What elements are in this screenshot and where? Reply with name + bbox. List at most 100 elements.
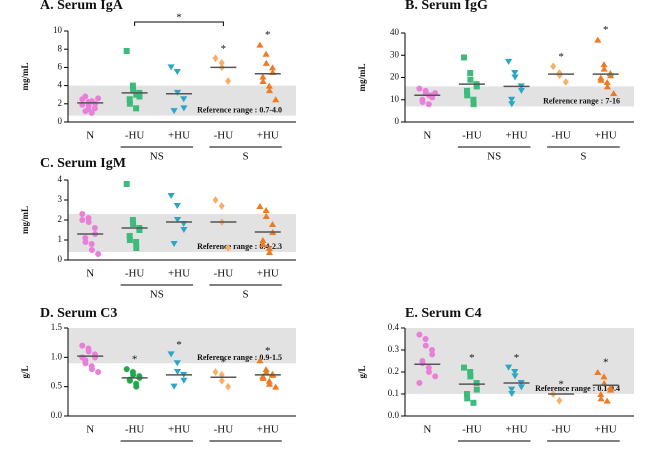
data-point: [133, 245, 140, 251]
x-tick-label: -HU: [551, 130, 571, 142]
data-point: [225, 382, 232, 391]
data-point: [173, 217, 182, 223]
data-point: [167, 64, 175, 71]
x-tick-label: -HU: [214, 130, 234, 142]
x-tick-label: -HU: [125, 130, 145, 142]
data-point: [91, 105, 98, 112]
significance-mark: *: [176, 339, 182, 351]
data-point: [265, 377, 273, 384]
data-point: [170, 108, 178, 115]
y-tick-label: 0.4: [388, 322, 400, 332]
comparison-label: *: [176, 12, 182, 24]
data-point: [511, 74, 519, 81]
x-tick-label: +HU: [168, 424, 190, 436]
significance-mark: *: [132, 354, 138, 366]
data-point: [416, 380, 423, 386]
data-point: [422, 336, 429, 342]
data-point: [82, 239, 89, 246]
significance-mark: *: [221, 357, 227, 369]
group-label: NS: [150, 289, 164, 301]
data-point: [129, 82, 136, 89]
comparison-bracket: [134, 21, 224, 26]
group-label: S: [243, 151, 249, 163]
significance-mark: *: [603, 24, 609, 36]
data-point: [426, 369, 432, 375]
data-point: [85, 348, 92, 355]
data-point: [508, 96, 516, 103]
data-point: [467, 70, 474, 77]
data-point: [79, 354, 86, 361]
y-tick-label: 4: [58, 174, 63, 184]
y-axis-label: g/L: [20, 365, 30, 378]
data-point: [85, 219, 92, 225]
data-point: [95, 95, 102, 102]
data-point: [262, 213, 270, 219]
data-point: [594, 369, 602, 375]
data-point: [88, 247, 95, 253]
data-point: [259, 73, 267, 80]
y-tick-label: 6: [58, 61, 63, 71]
data-point: [259, 237, 267, 243]
data-point: [600, 61, 608, 68]
group-label: NS: [487, 151, 501, 163]
data-point: [262, 369, 270, 375]
data-point: [508, 101, 516, 108]
data-point: [425, 364, 432, 371]
data-point: [225, 77, 232, 85]
y-tick-label: 0.0: [388, 410, 400, 420]
data-point: [212, 196, 219, 204]
data-point: [79, 217, 86, 223]
data-point: [180, 377, 188, 384]
reference-band: [68, 214, 296, 252]
data-point: [173, 360, 181, 367]
data-point: [180, 105, 188, 112]
y-axis-label: mg/mL: [20, 206, 30, 234]
y-tick-label: 0.5: [51, 381, 63, 391]
data-point: [91, 225, 98, 231]
significance-mark: *: [469, 352, 475, 364]
data-point: [256, 203, 264, 209]
data-point: [218, 202, 225, 210]
data-point: [173, 68, 181, 75]
data-point: [79, 342, 86, 349]
data-point: [265, 87, 274, 94]
data-point: [133, 105, 140, 112]
y-tick-label: 0.3: [388, 344, 400, 354]
x-tick-label: -HU: [214, 268, 234, 280]
reference-label: Reference range : 0.1-0.4: [535, 384, 620, 393]
data-point: [550, 62, 557, 71]
y-tick-label: 3: [58, 194, 63, 204]
panel-title: E. Serum C4: [405, 306, 482, 321]
y-tick-label: 2: [58, 98, 63, 108]
y-tick-label: 2: [58, 214, 63, 224]
data-point: [133, 239, 140, 245]
data-point: [262, 366, 270, 373]
data-point: [262, 59, 270, 66]
data-point: [126, 237, 133, 243]
data-point: [180, 227, 188, 233]
significance-mark: *: [558, 379, 564, 391]
data-point: [505, 364, 513, 371]
significance-mark: *: [514, 352, 520, 364]
data-point: [505, 58, 513, 65]
data-point: [95, 251, 102, 257]
significance-mark: *: [603, 357, 609, 369]
data-point: [429, 351, 436, 358]
data-point: [473, 380, 480, 386]
data-point: [422, 342, 429, 349]
y-tick-label: 1: [58, 234, 63, 244]
data-point: [597, 395, 605, 402]
y-tick-label: 0: [395, 116, 400, 126]
panel-title: D. Serum C3: [40, 306, 117, 321]
data-point: [600, 65, 608, 72]
panel-title: B. Serum IgG: [405, 0, 488, 13]
significance-mark: *: [265, 345, 271, 357]
group-label: S: [580, 151, 586, 163]
x-tick-label: +HU: [168, 268, 190, 280]
data-point: [511, 369, 519, 375]
data-point: [562, 78, 569, 86]
y-axis-label: g/L: [357, 365, 367, 378]
data-point: [170, 241, 178, 247]
y-axis-label: mg/mL: [357, 64, 367, 92]
data-point: [607, 386, 615, 393]
